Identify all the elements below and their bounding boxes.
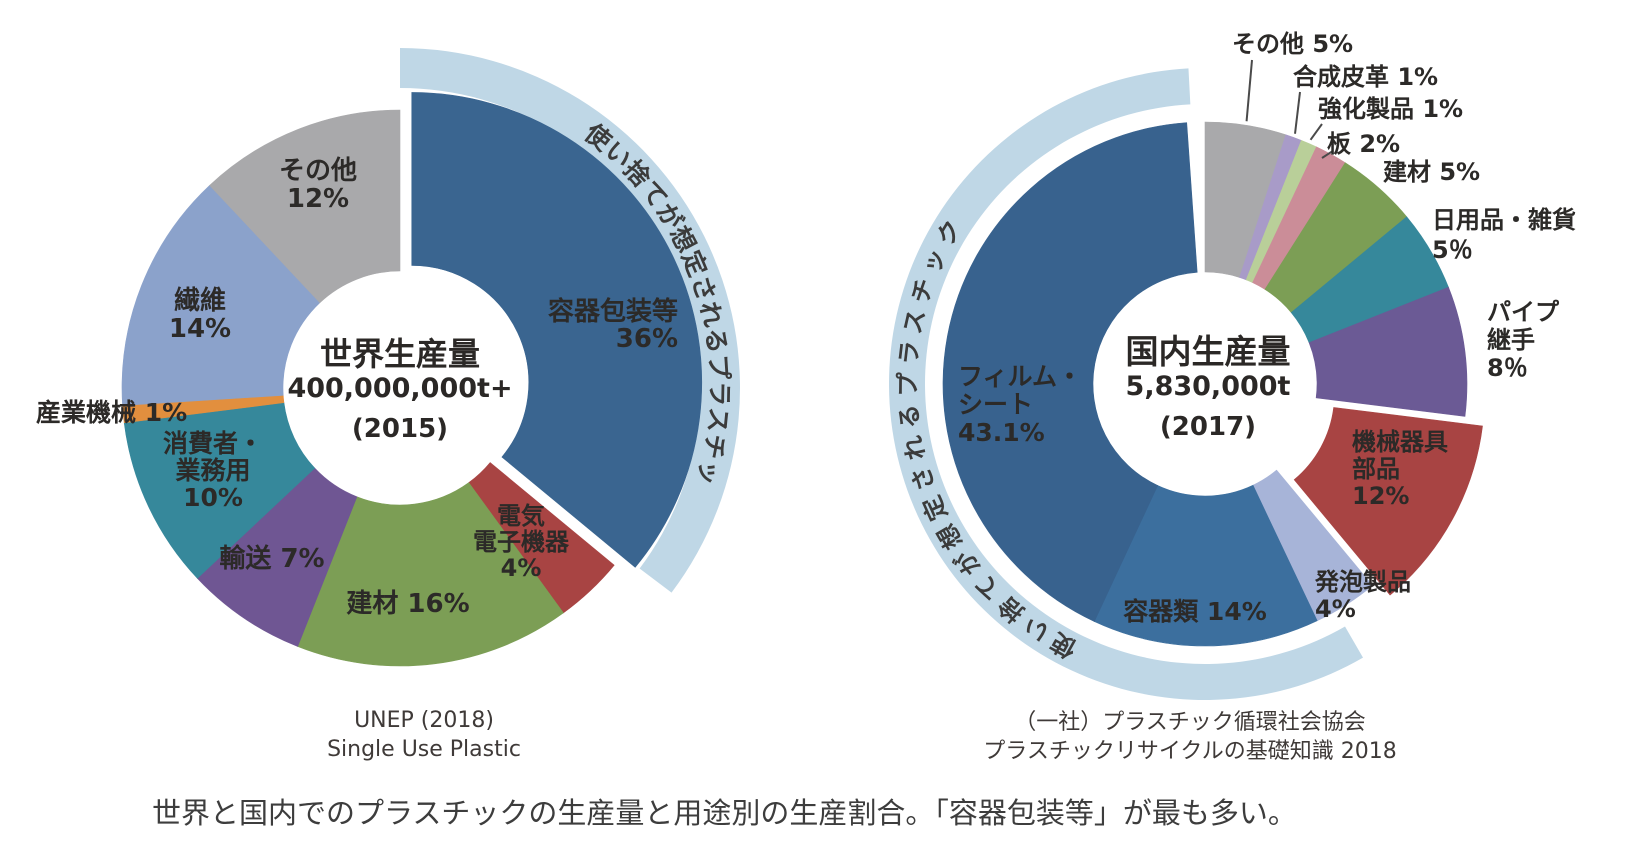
world-production-donut-label-7: その他 bbox=[279, 156, 357, 186]
world-production-donut-label-6: 繊維 bbox=[174, 285, 226, 316]
world-production-donut-label-4: 消費者・ bbox=[163, 429, 263, 458]
domestic-production-donut-label-7: 12% bbox=[1352, 482, 1409, 510]
world-center-year: (2015) bbox=[351, 414, 449, 444]
domestic-center-amount: 5,830,000t bbox=[1125, 371, 1291, 402]
domestic-production-donut-slice-9 bbox=[1093, 484, 1318, 647]
world-source-line-1: UNEP (2018) bbox=[354, 708, 494, 733]
world-production-donut-label-0: 36% bbox=[616, 324, 678, 354]
domestic-chart-source: （一社）プラスチック循環社会協会 プラスチックリサイクルの基礎知識 2018 bbox=[983, 708, 1396, 766]
domestic-production-donut-label-10: 43.1% bbox=[958, 418, 1045, 447]
world-production-donut-slice-6 bbox=[121, 184, 321, 406]
domestic-production-donut-label-6: 継手 bbox=[1487, 326, 1535, 354]
domestic-production-donut-leader-2 bbox=[1309, 123, 1323, 141]
domestic-center-title: 国内生産量 bbox=[1125, 332, 1291, 371]
domestic-production-donut-label-2: 強化製品 1% bbox=[1318, 95, 1463, 123]
domestic-production-donut-label-8: 4% bbox=[1315, 595, 1356, 623]
domestic-production-donut-label-4: 建材 5% bbox=[1383, 158, 1480, 186]
domestic-production-donut-label-7: 部品 bbox=[1352, 455, 1400, 483]
figure-caption: 世界と国内でのプラスチックの生産量と用途別の生産割合。「容器包装等」が最も多い。 bbox=[152, 796, 1297, 830]
domestic-production-donut-label-9: 容器類 14% bbox=[1123, 597, 1267, 626]
world-production-donut-label-1: 電気 bbox=[497, 502, 545, 530]
domestic-production-donut-slice-6 bbox=[1308, 286, 1468, 417]
world-center-title: 世界生産量 bbox=[319, 335, 480, 373]
domestic-center-year: (2017) bbox=[1159, 412, 1257, 442]
world-production-donut-label-2: 建材 16% bbox=[346, 589, 469, 619]
world-production-donut-slice-2 bbox=[297, 482, 564, 667]
domestic-source-line-2: プラスチックリサイクルの基礎知識 2018 bbox=[983, 739, 1397, 764]
domestic-production-donut-label-10: フィルム・ bbox=[958, 362, 1082, 391]
domestic-production-donut-label-8: 発泡製品 bbox=[1314, 568, 1411, 596]
world-production-donut-label-7: 12% bbox=[287, 184, 349, 214]
world-production-donut-label-1: 電子機器 bbox=[473, 528, 570, 556]
domestic-production-donut-leader-1 bbox=[1294, 91, 1301, 134]
world-production-donut-label-6: 14% bbox=[169, 314, 231, 344]
world-donut-center-label: 世界生産量 400,000,000t+ (2015) bbox=[287, 336, 512, 444]
domestic-production-donut-label-1: 合成皮革 1% bbox=[1293, 63, 1438, 91]
domestic-production-donut-label-6: パイプ bbox=[1487, 298, 1560, 326]
domestic-production-donut-slice-7 bbox=[1293, 407, 1483, 596]
world-production-donut-label-4: 10% bbox=[183, 483, 243, 512]
domestic-production-donut-label-5: 日用品・雑貨 bbox=[1432, 206, 1576, 234]
world-production-donut-label-1: 4% bbox=[501, 554, 542, 582]
domestic-production-donut-label-7: 機械器具 bbox=[1352, 428, 1448, 456]
domestic-production-donut-label-5: 5％ bbox=[1432, 236, 1473, 264]
domestic-source-line-1: （一社）プラスチック循環社会協会 bbox=[1014, 710, 1366, 735]
domestic-production-donut-label-3: 板 2% bbox=[1327, 130, 1400, 158]
world-chart-source: UNEP (2018) Single Use Plastic bbox=[327, 706, 521, 764]
domestic-production-donut-label-10: シート bbox=[958, 390, 1033, 419]
domestic-production-donut-leader-0 bbox=[1245, 59, 1253, 122]
world-production-donut-slice-0 bbox=[411, 92, 703, 568]
domestic-production-donut-label-6: 8％ bbox=[1487, 354, 1528, 382]
world-production-donut-label-0: 容器包装等 bbox=[548, 296, 678, 327]
world-production-donut-ring-annotation-band bbox=[400, 48, 740, 593]
world-production-donut-slice-7 bbox=[209, 109, 401, 304]
world-production-donut-label-3: 輸送 7% bbox=[219, 543, 324, 574]
domestic-production-donut-label-0: その他 5% bbox=[1232, 30, 1353, 58]
domestic-production-donut-leader-3 bbox=[1321, 149, 1334, 159]
world-center-amount: 400,000,000t+ bbox=[287, 373, 513, 404]
world-production-donut-label-5: 産業機械 1% bbox=[36, 398, 187, 427]
domestic-donut-center-label: 国内生産量 5,830,000t (2017) bbox=[1125, 332, 1291, 443]
domestic-production-donut-slice-10 bbox=[942, 122, 1198, 622]
world-source-line-2: Single Use Plastic bbox=[327, 737, 521, 762]
world-production-donut-label-4: 業務用 bbox=[175, 456, 250, 485]
